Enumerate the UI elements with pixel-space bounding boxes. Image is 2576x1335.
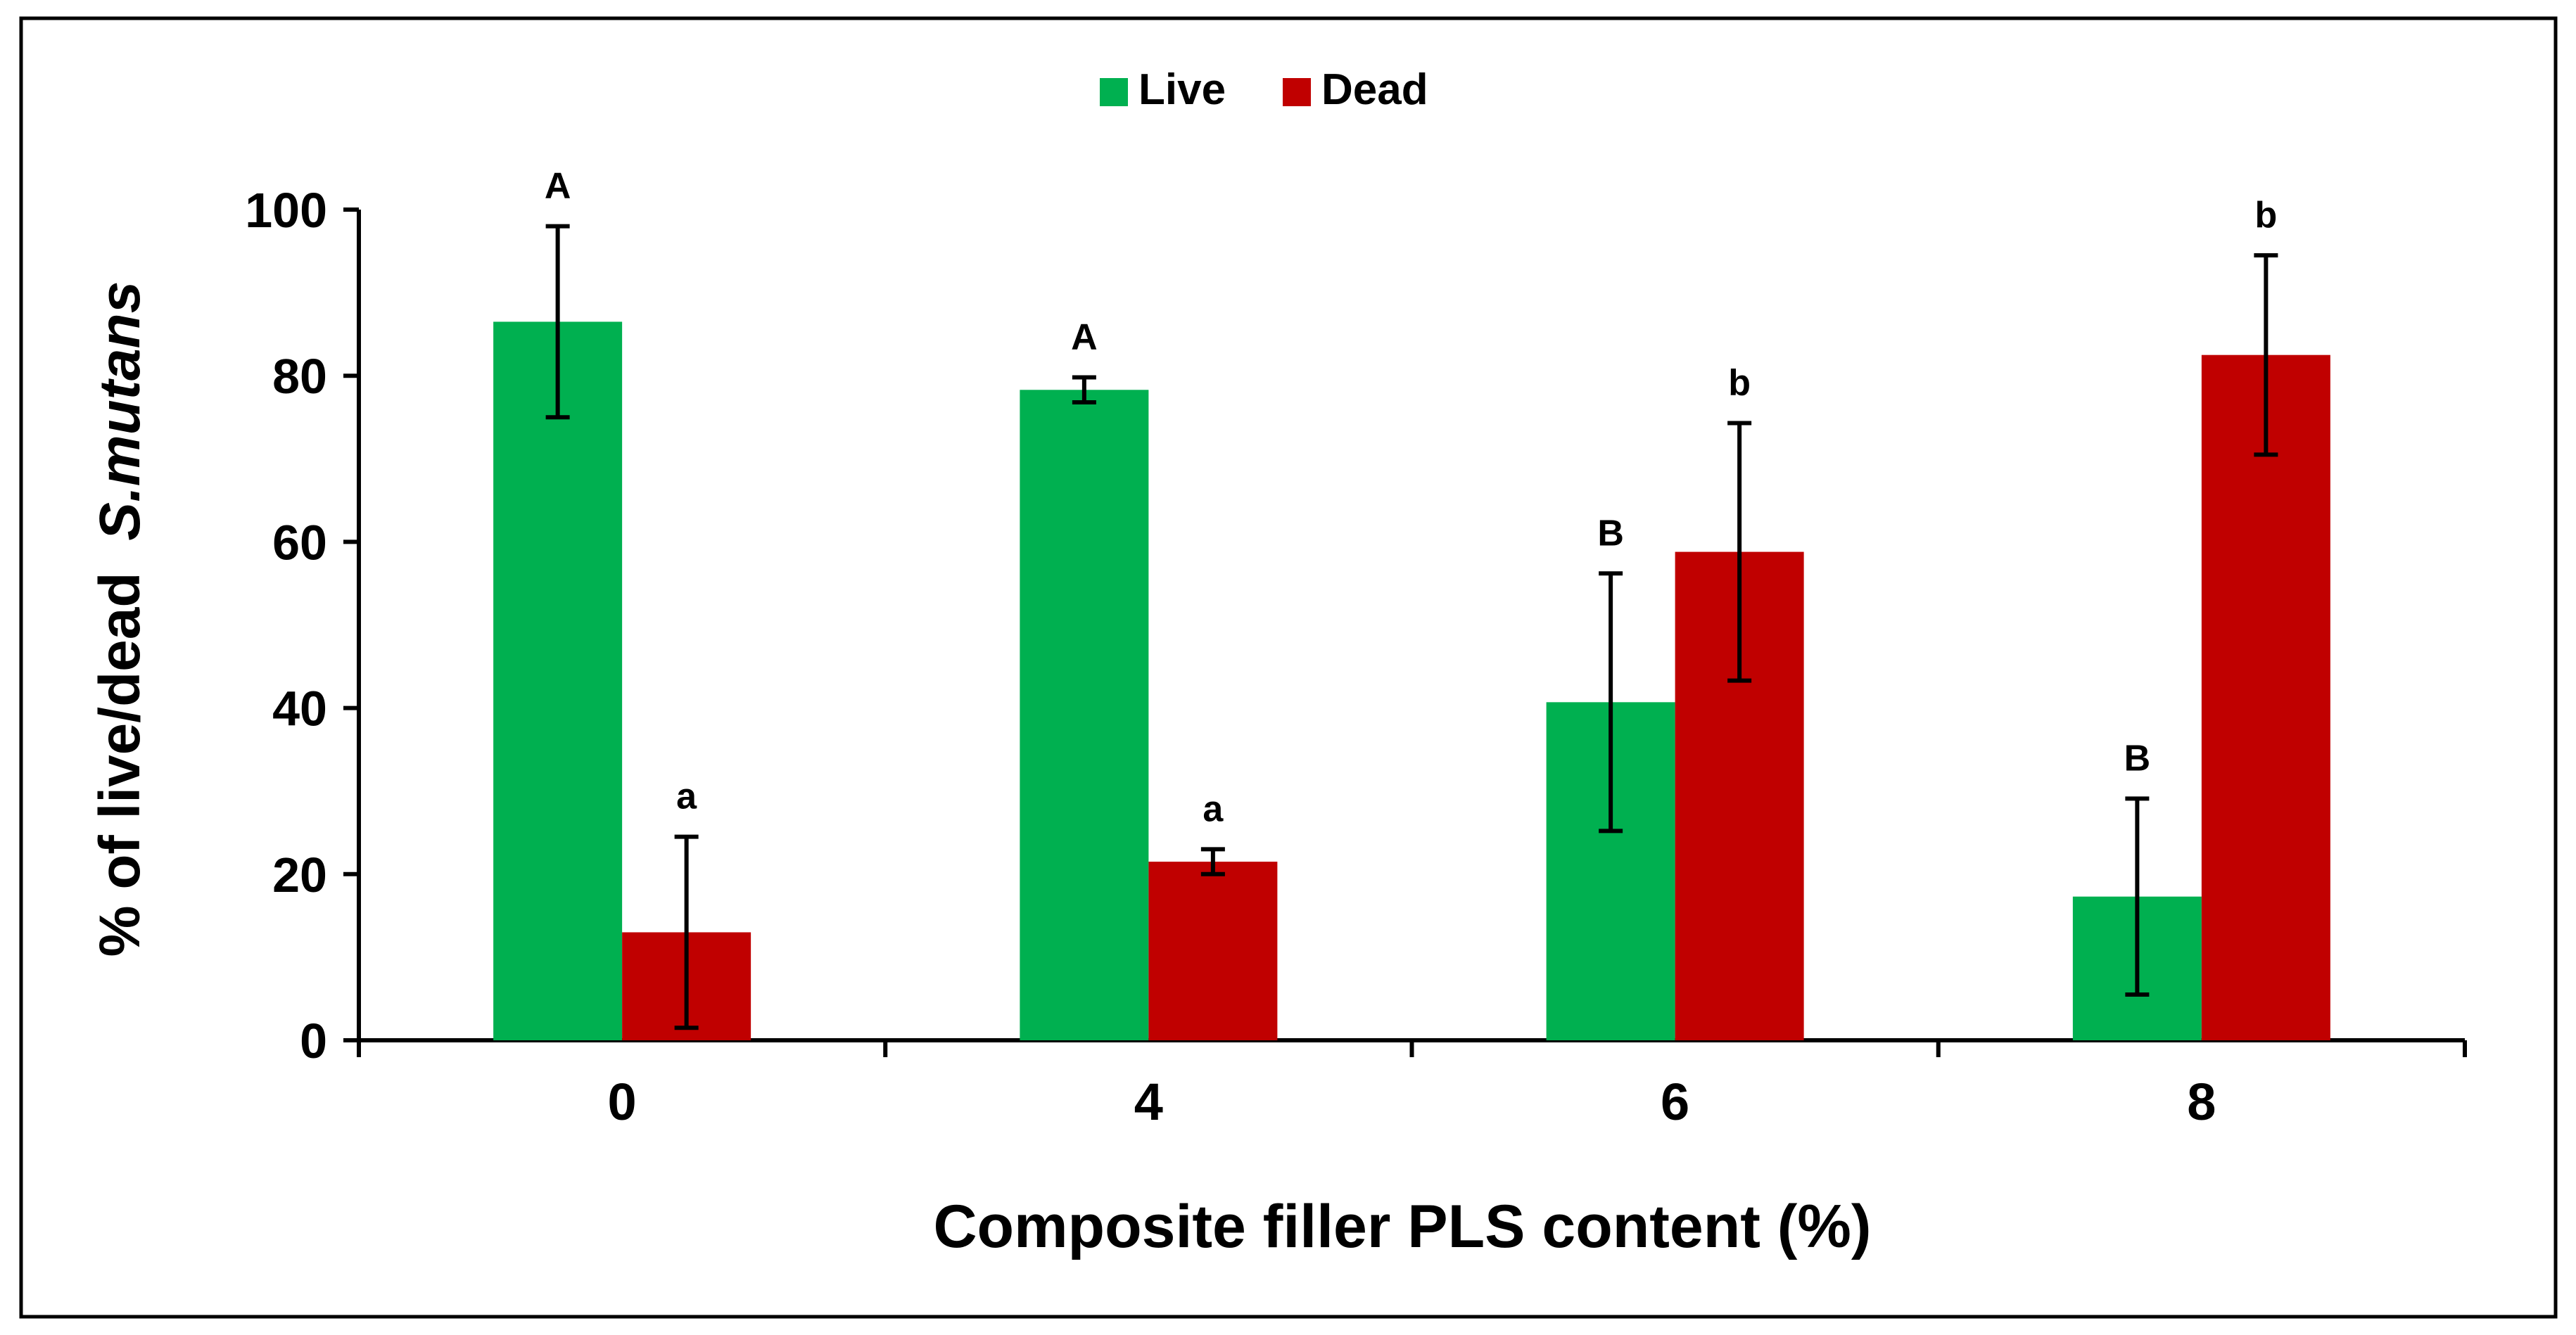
y-axis-title-main: % of live/dead xyxy=(88,573,152,957)
y-tick-label: 20 xyxy=(272,848,327,902)
bar-dead xyxy=(2201,354,2330,1040)
legend-label-dead: Dead xyxy=(1321,65,1428,114)
y-tick-label: 100 xyxy=(245,183,327,238)
significance-label: A xyxy=(1071,317,1098,358)
significance-label: B xyxy=(2124,738,2151,779)
y-axis-title: % of live/dead S.mutans xyxy=(88,281,152,957)
bar-live xyxy=(1020,390,1149,1040)
significance-labels-group: Aa Aa Bb Bb xyxy=(545,166,2277,830)
significance-label: A xyxy=(545,166,571,207)
x-tick-label: 8 xyxy=(2187,1073,2216,1131)
y-tick-label: 0 xyxy=(300,1014,327,1068)
legend-label-live: Live xyxy=(1138,65,1226,114)
x-axis-title: Composite filler PLS content (%) xyxy=(933,1193,1871,1260)
x-tick-label: 6 xyxy=(1661,1073,1689,1131)
bar-live xyxy=(493,321,623,1040)
error-bars-group xyxy=(545,224,2278,1030)
legend-swatch-live xyxy=(1100,78,1128,106)
significance-label: a xyxy=(1203,788,1224,829)
y-tick-label: 60 xyxy=(272,515,327,570)
y-axis: 0 20 40 60 80 100 xyxy=(245,183,361,1068)
y-axis-title-species: S.mutans xyxy=(88,281,152,541)
x-tick-label: 0 xyxy=(608,1073,637,1131)
legend: Live Dead xyxy=(1100,65,1428,114)
y-tick-label: 80 xyxy=(272,349,327,404)
y-tick-label: 40 xyxy=(272,682,327,736)
legend-swatch-dead xyxy=(1283,78,1311,106)
significance-label: b xyxy=(2254,195,2277,236)
chart-border xyxy=(19,16,2558,1319)
x-tick-label: 4 xyxy=(1134,1073,1163,1131)
significance-label: B xyxy=(1597,513,1624,554)
significance-label: a xyxy=(676,777,697,817)
bar-dead xyxy=(1148,862,1278,1040)
significance-label: b xyxy=(1728,363,1751,404)
